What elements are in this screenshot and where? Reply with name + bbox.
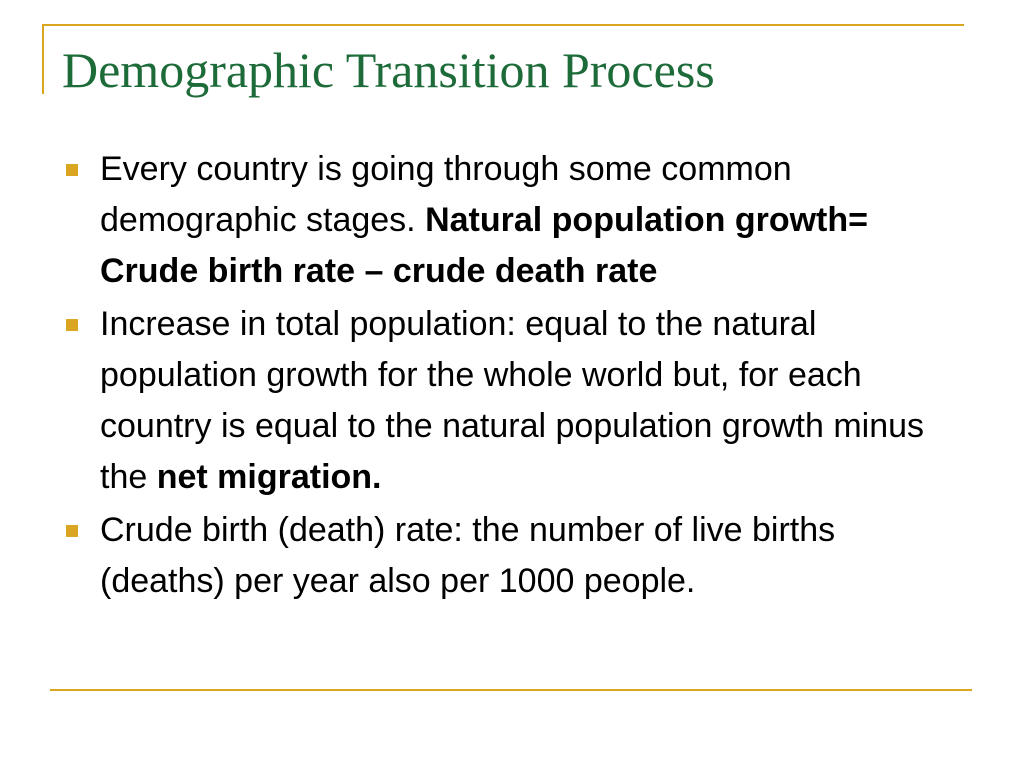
slide-title: Demographic Transition Process <box>62 42 715 98</box>
bullet-bold-text: net migration. <box>156 458 382 496</box>
square-bullet-icon <box>66 319 78 331</box>
bullet-text: Every country is going through some comm… <box>100 150 792 239</box>
square-bullet-icon <box>66 525 78 537</box>
bottom-rule <box>50 689 972 691</box>
bullet-list: Every country is going through some comm… <box>62 144 962 609</box>
bullet-item: Crude birth (death) rate: the number of … <box>62 505 962 607</box>
bullet-item: Every country is going through some comm… <box>62 144 962 297</box>
top-rule <box>42 24 964 26</box>
square-bullet-icon <box>66 164 78 176</box>
left-rule <box>42 24 44 94</box>
bullet-text: Increase in total population: equal to t… <box>100 305 925 496</box>
bullet-text: Crude birth (death) rate: the number of … <box>100 511 836 600</box>
bullet-item: Increase in total population: equal to t… <box>62 299 962 503</box>
bullet-bold-text: Natural population growth= Crude birth r… <box>100 201 869 290</box>
